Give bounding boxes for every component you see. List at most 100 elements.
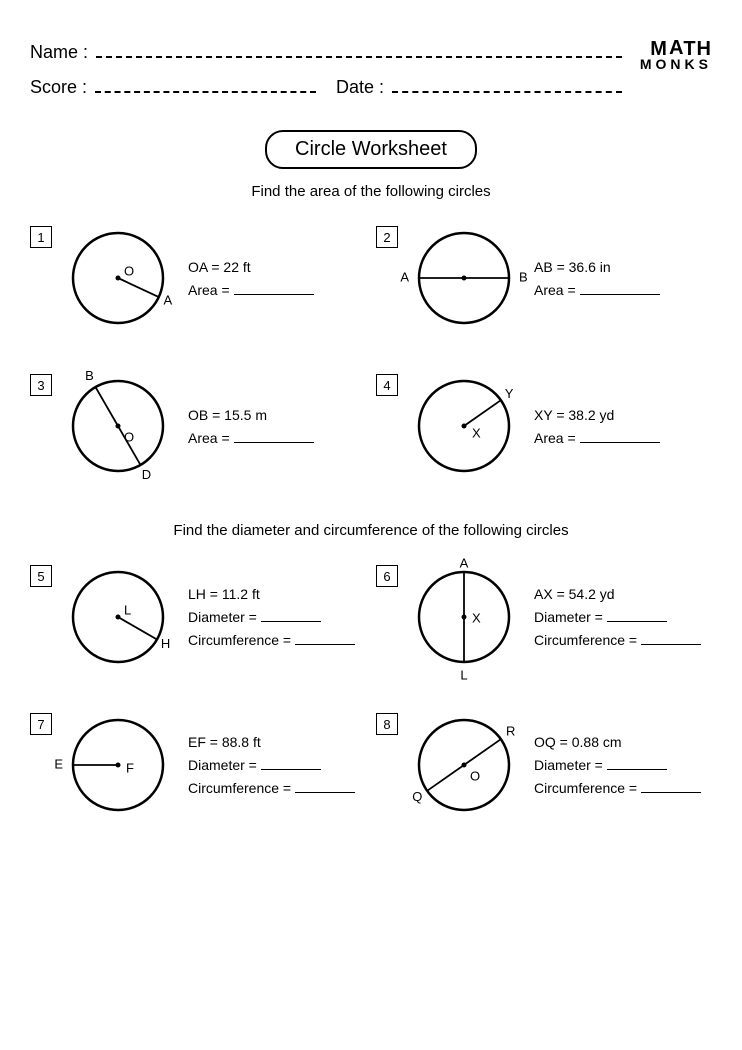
answer-line: Area = [534,429,660,446]
answer-blank [234,281,314,295]
circle-diagram: LH [58,557,178,677]
svg-text:X: X [472,425,481,440]
svg-text:B: B [85,368,94,383]
problem-8: 8 ORQ OQ = 0.88 cm Diameter = Circumfere… [376,705,712,825]
given-line: AX = 54.2 yd [534,586,701,602]
circle-diagram: AB [404,218,524,338]
given-line: AB = 36.6 in [534,259,660,275]
problem-grid-1: 1 OA OA = 22 ft Area = 2 AB AB = 36.6 in… [30,218,712,486]
svg-text:D: D [142,467,151,482]
logo: MATH MONKS [622,40,712,71]
problem-4: 4 XY XY = 38.2 yd Area = [376,366,712,486]
given-line: OB = 15.5 m [188,407,314,423]
answer-blank [580,429,660,443]
problem-5: 5 LH LH = 11.2 ft Diameter = Circumferen… [30,557,366,677]
problem-number: 8 [376,713,398,735]
svg-text:A: A [460,555,469,570]
given-line: OQ = 0.88 cm [534,734,701,750]
given-line: OA = 22 ft [188,259,314,275]
problem-1: 1 OA OA = 22 ft Area = [30,218,366,338]
score-label: Score : [30,77,87,98]
problem-text: XY = 38.2 yd Area = [534,401,660,452]
section1-instruction: Find the area of the following circles [30,183,712,200]
svg-text:A: A [164,293,173,308]
problem-text: AX = 54.2 yd Diameter = Circumference = [534,580,701,654]
answer-blank [607,608,667,622]
svg-text:Q: Q [412,789,422,804]
problem-number: 5 [30,565,52,587]
answer-line: Area = [188,429,314,446]
svg-text:Y: Y [505,386,514,401]
circle-diagram: O D B [58,366,178,486]
problem-3: 3 O D B OB = 15.5 m Area = [30,366,366,486]
problem-text: OQ = 0.88 cm Diameter = Circumference = [534,728,701,802]
answer-blank [261,756,321,770]
svg-text:X: X [472,610,481,625]
answer-blank [607,756,667,770]
answer-line: Area = [188,281,314,298]
answer-blank [295,779,355,793]
logo-a: A [668,39,683,57]
svg-text:L: L [460,667,467,682]
svg-text:F: F [126,760,134,775]
problem-6: 6 XAL AX = 54.2 yd Diameter = Circumfere… [376,557,712,677]
problem-grid-2: 5 LH LH = 11.2 ft Diameter = Circumferen… [30,557,712,825]
date-line [392,75,622,93]
circle-diagram: XY [404,366,524,486]
name-line [96,40,622,58]
svg-text:O: O [470,768,480,783]
page-title: Circle Worksheet [265,130,477,169]
score-field: Score : [30,75,316,98]
problem-text: EF = 88.8 ft Diameter = Circumference = [188,728,355,802]
problem-text: OB = 15.5 m Area = [188,401,314,452]
answer-blank [234,429,314,443]
circle-diagram: OA [58,218,178,338]
answer-blank [641,631,701,645]
answer-line: Circumference = [534,779,701,796]
problem-number: 2 [376,226,398,248]
problem-text: AB = 36.6 in Area = [534,253,660,304]
answer-blank [580,281,660,295]
answer-blank [641,779,701,793]
header-fields: Name : Score : Date : [30,40,622,110]
title-wrap: Circle Worksheet [30,130,712,169]
problem-number: 6 [376,565,398,587]
problem-text: OA = 22 ft Area = [188,253,314,304]
date-field: Date : [336,75,622,98]
date-label: Date : [336,77,384,98]
answer-line: Circumference = [188,631,355,648]
problem-number: 7 [30,713,52,735]
problem-number: 4 [376,374,398,396]
answer-line: Circumference = [188,779,355,796]
answer-line: Diameter = [188,756,355,773]
problem-2: 2 AB AB = 36.6 in Area = [376,218,712,338]
name-field: Name : [30,40,622,63]
given-line: XY = 38.2 yd [534,407,660,423]
logo-monks: MONKS [622,58,712,71]
answer-line: Diameter = [188,608,355,625]
name-label: Name : [30,42,88,63]
circle-diagram: FE [58,705,178,825]
svg-text:O: O [124,263,134,278]
svg-text:B: B [519,269,528,284]
section2-instruction: Find the diameter and circumference of t… [30,522,712,539]
svg-text:E: E [54,756,63,771]
header: Name : Score : Date : MATH MONKS [30,40,712,110]
svg-text:H: H [161,636,170,651]
answer-line: Area = [534,281,660,298]
answer-line: Diameter = [534,756,701,773]
problem-number: 3 [30,374,52,396]
circle-diagram: ORQ [404,705,524,825]
svg-text:A: A [400,269,409,284]
circle-diagram: XAL [404,557,524,677]
answer-blank [261,608,321,622]
problem-7: 7 FE EF = 88.8 ft Diameter = Circumferen… [30,705,366,825]
answer-line: Diameter = [534,608,701,625]
score-line [95,75,316,93]
svg-text:L: L [124,602,131,617]
given-line: EF = 88.8 ft [188,734,355,750]
svg-text:O: O [124,429,134,444]
given-line: LH = 11.2 ft [188,586,355,602]
answer-blank [295,631,355,645]
problem-text: LH = 11.2 ft Diameter = Circumference = [188,580,355,654]
